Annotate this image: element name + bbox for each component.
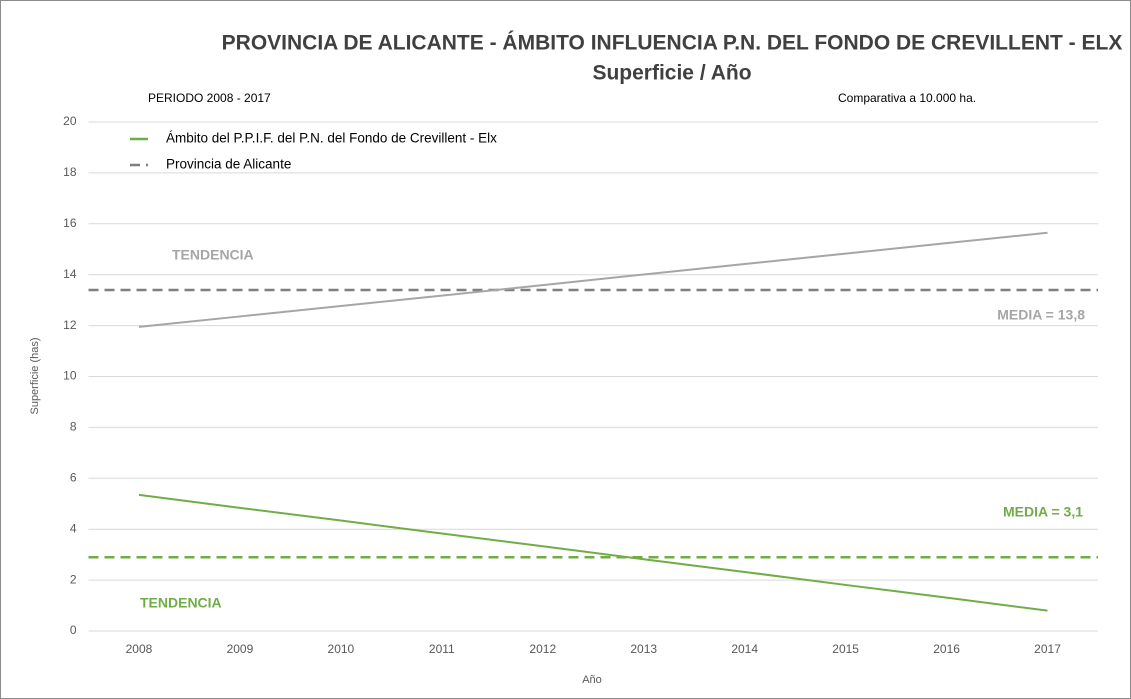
x-tick-label: 2009	[227, 642, 254, 656]
series-line	[138, 231, 1048, 328]
y-tick-label: 2	[70, 572, 77, 586]
left-note: PERIODO 2008 - 2017	[148, 91, 271, 105]
y-tick-label: 20	[63, 114, 77, 128]
x-tick-label: 2010	[328, 642, 355, 656]
annotation: TENDENCIA	[172, 247, 254, 263]
y-tick-label: 0	[70, 623, 77, 637]
x-tick-label: 2014	[731, 642, 758, 656]
y-tick-label: 18	[63, 165, 77, 179]
y-tick-label: 12	[63, 318, 77, 332]
x-tick-label: 2008	[126, 642, 153, 656]
x-tick-label: 2015	[832, 642, 859, 656]
y-tick-label: 14	[63, 267, 77, 281]
chart-subtitle: Superficie / Año	[592, 62, 751, 85]
y-tick-label: 8	[70, 420, 77, 434]
y-tick-label: 10	[63, 369, 77, 383]
x-tick-label: 2016	[933, 642, 960, 656]
y-tick-label: 4	[70, 521, 77, 535]
legend-label: Provincia de Alicante	[166, 157, 291, 172]
annotation: MEDIA = 3,1	[1003, 504, 1083, 520]
chart-title: PROVINCIA DE ALICANTE - ÁMBITO INFLUENCI…	[222, 32, 1123, 55]
x-axis-label: Año	[582, 674, 602, 686]
right-note: Comparativa a 10.000 ha.	[838, 91, 976, 105]
y-tick-label: 16	[63, 216, 77, 230]
legend-label: Ámbito del P.P.I.F. del P.N. del Fondo d…	[166, 131, 497, 146]
x-tick-label: 2011	[429, 642, 455, 656]
annotation: TENDENCIA	[140, 595, 222, 611]
y-axis-label: Superficie (has)	[29, 337, 41, 414]
x-tick-label: 2012	[529, 642, 556, 656]
annotation: MEDIA = 13,8	[997, 307, 1085, 323]
series-line	[138, 493, 1048, 612]
x-tick-label: 2017	[1034, 642, 1061, 656]
y-tick-label: 6	[70, 470, 77, 484]
x-tick-label: 2013	[630, 642, 657, 656]
